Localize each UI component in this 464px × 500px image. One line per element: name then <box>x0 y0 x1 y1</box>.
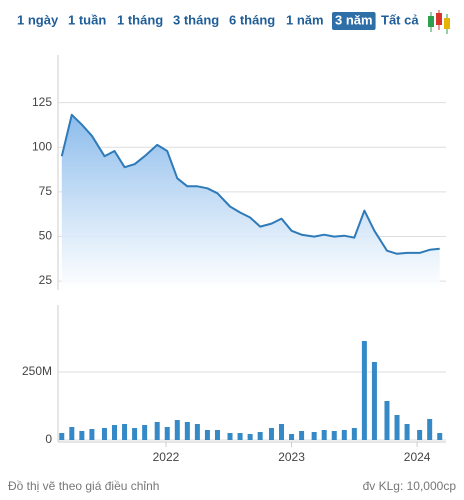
volume-bar <box>427 419 433 440</box>
price-area <box>61 114 440 290</box>
volume-bar <box>371 361 377 440</box>
volume-bar <box>184 421 190 440</box>
volume-bar <box>59 433 65 440</box>
volume-bar <box>69 426 75 440</box>
volume-bar <box>257 432 263 440</box>
y-tick-label: 100 <box>32 139 52 153</box>
volume-bar <box>89 429 95 440</box>
volume-bar <box>194 424 200 440</box>
volume-bar <box>321 429 327 440</box>
footnote: Đồ thị vẽ theo giá điều chỉnh <box>8 479 159 493</box>
tab[interactable]: Tất cả <box>381 12 419 27</box>
tab[interactable]: 1 năm <box>286 12 324 27</box>
y-tick-label: 25 <box>39 273 53 287</box>
unit-note: đv KLg: 10,000cp <box>363 479 457 493</box>
volume-bar <box>174 420 180 440</box>
tab[interactable]: 1 tuần <box>68 12 106 27</box>
volume-bar <box>214 429 220 440</box>
y-tick-label: 125 <box>32 95 52 109</box>
volume-bar <box>237 433 243 440</box>
volume-bar <box>227 433 233 440</box>
tab[interactable]: 1 ngày <box>17 12 59 27</box>
volume-bar <box>164 426 170 440</box>
candle-icon[interactable] <box>428 10 450 34</box>
volume-bar <box>142 425 148 440</box>
x-tick-label: 2024 <box>404 450 431 464</box>
volume-bar <box>247 434 253 440</box>
tab[interactable]: 3 năm <box>335 12 373 27</box>
volume-bar <box>154 421 160 440</box>
price-line <box>60 113 440 255</box>
y-tick-label: 50 <box>39 229 53 243</box>
tab[interactable]: 3 tháng <box>173 12 219 27</box>
y-tick-label: 250M <box>22 364 52 378</box>
volume-bar <box>112 425 118 440</box>
volume-bar <box>289 434 295 440</box>
volume-bar <box>351 428 357 440</box>
volume-bar <box>341 429 347 440</box>
volume-bar <box>204 429 210 440</box>
volume-bar <box>122 424 128 440</box>
volume-bar <box>417 429 423 440</box>
y-tick-label: 0 <box>45 432 52 446</box>
x-tick-label: 2022 <box>153 450 180 464</box>
volume-bar <box>101 428 107 440</box>
volume-bar <box>311 432 317 440</box>
x-tick-label: 2023 <box>278 450 305 464</box>
volume-bar <box>279 424 285 440</box>
volume-bar <box>394 415 400 440</box>
tab[interactable]: 6 tháng <box>229 12 275 27</box>
volume-bar <box>384 400 390 440</box>
volume-bar <box>299 430 305 440</box>
y-tick-label: 75 <box>39 184 53 198</box>
tab-active-bg <box>332 12 376 30</box>
tab[interactable]: 1 tháng <box>117 12 163 27</box>
volume-bar <box>79 430 85 440</box>
volume-bar <box>268 428 274 440</box>
volume-bar <box>404 424 410 440</box>
volume-bar <box>331 430 337 440</box>
volume-bar <box>437 433 443 440</box>
volume-bar <box>361 340 367 440</box>
volume-bar <box>132 428 138 440</box>
